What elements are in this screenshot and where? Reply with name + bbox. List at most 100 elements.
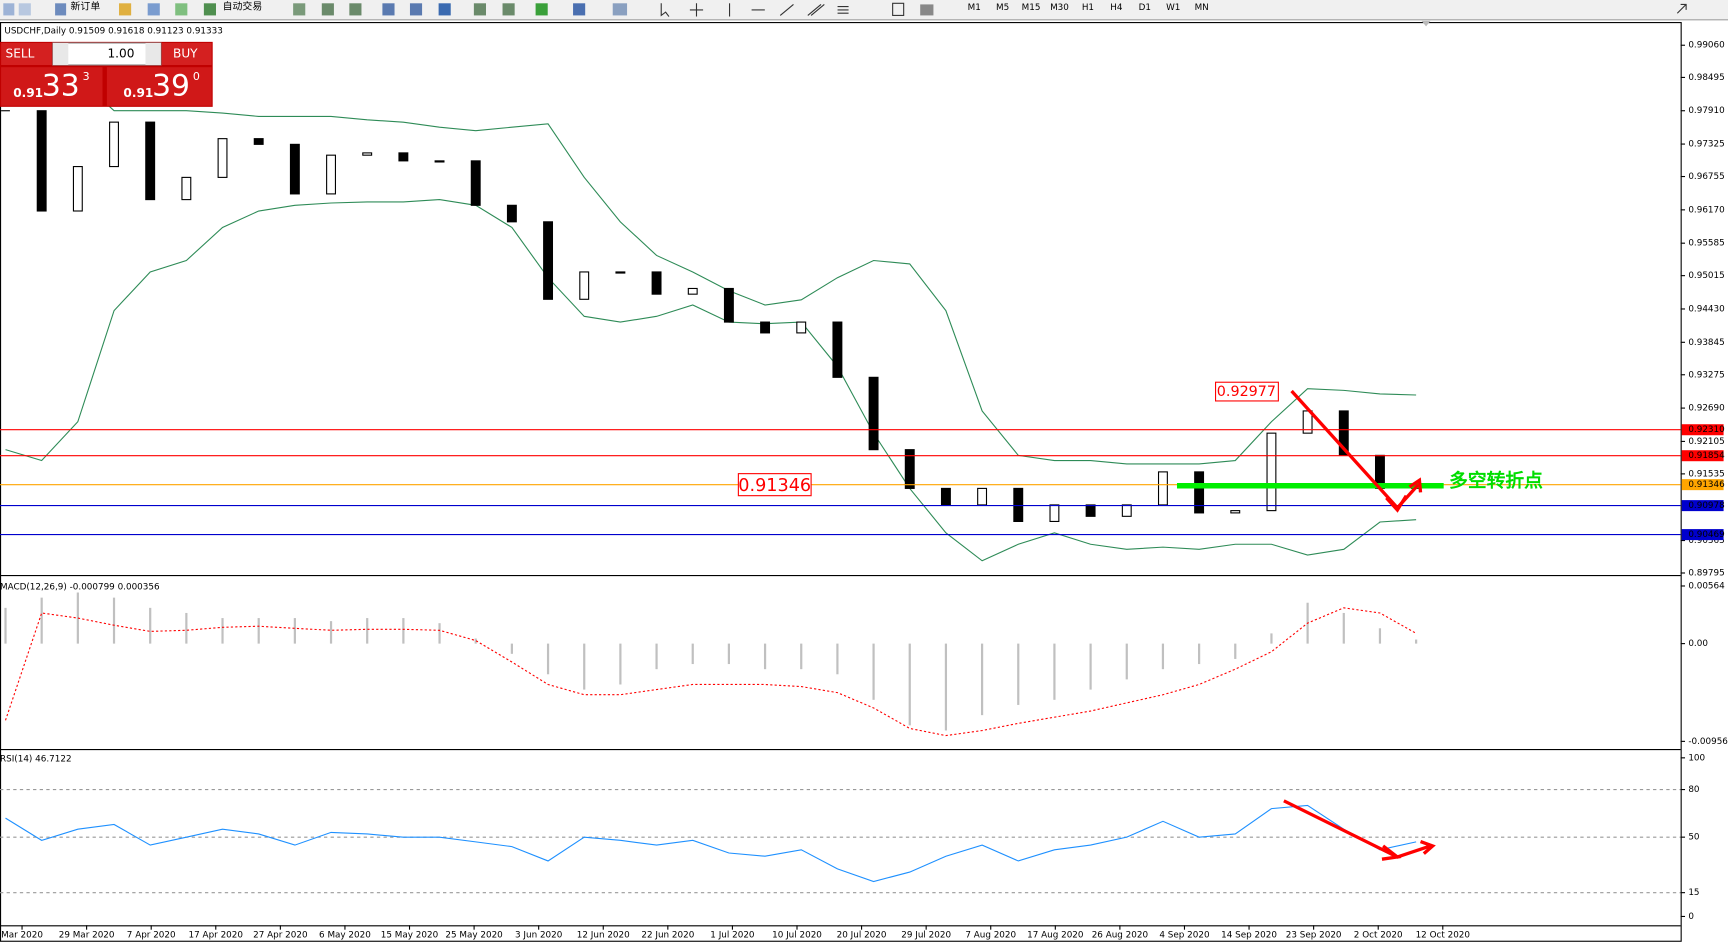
x-tick-label: 23 Sep 2020 [1286,931,1342,941]
x-tick-label: 7 Apr 2020 [127,931,176,941]
macd-bar [40,597,43,644]
icon[interactable] [382,3,395,16]
candle [977,487,988,506]
icon[interactable] [837,6,849,14]
macd-bar [112,597,116,644]
sell-price-big: 0.91 [13,86,43,100]
toolbar [0,0,1728,20]
timeframe-button[interactable]: M30 [1050,3,1069,13]
icon[interactable] [502,3,515,16]
timeframe-button[interactable]: M5 [996,3,1009,13]
arrow-head [1381,844,1402,861]
icon[interactable] [1676,3,1687,14]
macd-bar [438,623,441,644]
arrow-head [1408,477,1423,493]
timeframe-button[interactable]: M15 [1022,3,1041,13]
macd-bar [1234,643,1237,659]
macd-bar [908,643,911,726]
macd-bar [4,607,7,644]
candle [1049,504,1060,522]
x-tick-label: 27 Apr 2020 [253,931,308,941]
icon[interactable] [321,3,334,16]
spin-down[interactable] [52,42,69,65]
icon[interactable] [779,3,794,16]
icon[interactable] [147,3,160,16]
sell-label[interactable]: SELL [6,46,35,60]
volume[interactable]: 1.00 [107,46,134,60]
macd-bar [257,618,260,644]
trade-panel: SELL BUY 1.00 0.91 33 3 0.91 39 0 [0,41,213,107]
candle [832,321,843,378]
macd-bar [691,643,694,665]
icon[interactable] [349,3,362,16]
candle [289,143,300,195]
icon[interactable] [438,3,451,16]
timeframe-button[interactable]: H1 [1082,3,1094,13]
buy-label[interactable]: BUY [173,46,198,60]
buy-price-point: 0 [193,70,200,83]
icon[interactable] [293,3,306,16]
price-level-label: 0.91854 [1688,451,1725,461]
buy-button[interactable] [162,42,212,65]
icon[interactable] [689,3,704,17]
candle [1085,504,1096,517]
timeframe-button[interactable]: M1 [968,3,981,13]
icon[interactable] [119,3,132,16]
buy-price-pips: 39 [152,69,190,104]
macd-bar [185,612,188,644]
sell-price-point: 3 [83,70,90,83]
timeframe-button[interactable]: H4 [1110,3,1123,13]
y-tick-label: 100 [1688,753,1705,763]
icon[interactable] [3,3,15,16]
sell-price-box[interactable] [1,67,103,106]
rsi-line [5,804,1417,883]
timeframe-button[interactable]: MN [1195,3,1209,13]
icon[interactable] [18,3,31,16]
buy-price-box[interactable] [106,67,212,106]
y-tick-label: 0.95585 [1688,239,1724,249]
y-tick-label: 0.96755 [1688,172,1724,182]
icon[interactable] [203,3,216,16]
macd-bar [980,643,984,716]
icon[interactable] [473,3,486,16]
candle [651,271,662,295]
auto-trading-button[interactable]: 自动交易 [223,0,263,13]
icon[interactable] [892,2,905,16]
axes-layer: 0.99060 0.98495 0.97910 0.97325 0.96755 0.961… [1,41,1728,941]
icon[interactable] [660,3,670,17]
icon[interactable] [807,3,825,16]
icon[interactable] [612,3,628,16]
y-tick-label: 0.92690 [1688,404,1725,414]
timeframe-button[interactable]: D1 [1139,3,1151,13]
toolbar-icons [3,2,1687,17]
icon[interactable] [55,3,67,16]
y-tick-label: 0.97325 [1688,140,1724,150]
candle [109,121,119,168]
macd-bar [1270,633,1273,644]
y-tick-label: 0.89795 [1688,568,1724,578]
icon[interactable] [409,3,423,16]
icon[interactable] [573,3,586,16]
y-tick-label: 0.91535 [1688,469,1724,479]
macd-bar [221,618,224,644]
icon[interactable] [175,3,188,16]
macd-bar [583,643,586,690]
price-level-tag [1681,500,1724,512]
x-tick-label: 4 Sep 2020 [1159,931,1210,941]
annotation-box [737,473,812,497]
icon[interactable] [920,4,934,16]
icon[interactable] [535,3,548,16]
macd-bar [474,638,477,644]
sell-button[interactable] [1,42,52,65]
x-tick-label: 26 Aug 2020 [1092,931,1149,941]
y-tick-label: 15 [1688,888,1699,898]
chart-title: USDCHF,Daily 0.91509 0.91618 0.91123 0.9… [4,26,222,36]
timeframe-button[interactable]: W1 [1166,3,1180,13]
candle [1013,487,1024,522]
new-order-button[interactable]: 新订单 [71,0,101,13]
plot-layer [0,65,1681,894]
macd-bar [1198,643,1201,665]
spin-up[interactable] [145,42,161,65]
